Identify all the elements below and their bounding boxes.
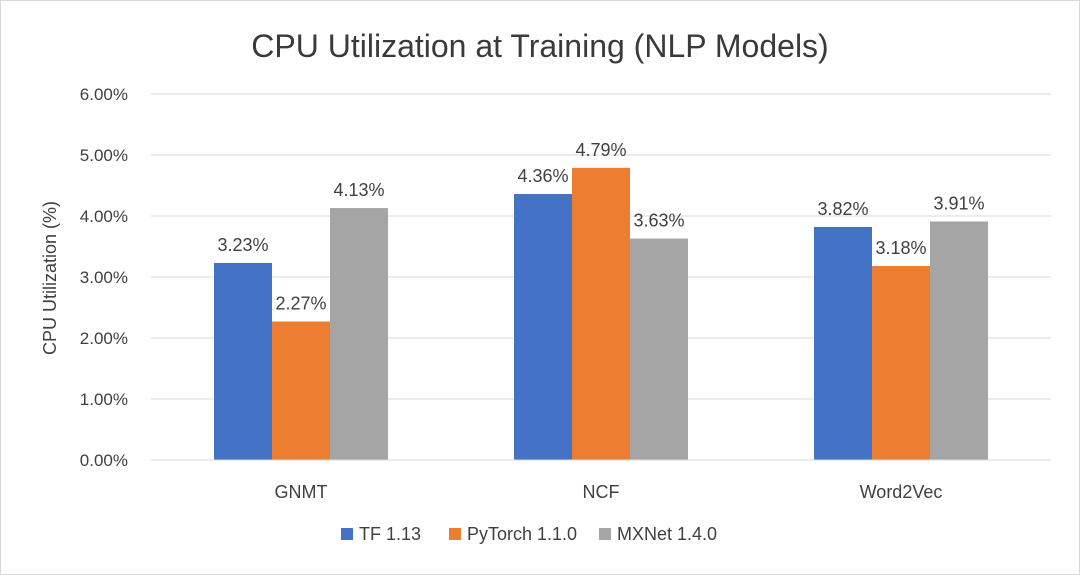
data-label: 4.79% <box>575 140 626 160</box>
x-category-label: GNMT <box>275 482 328 502</box>
data-label: 3.82% <box>817 199 868 219</box>
data-label: 3.18% <box>875 238 926 258</box>
bar-gnmt-0 <box>214 262 272 460</box>
data-label: 2.27% <box>275 294 326 314</box>
legend-label: TF 1.13 <box>359 524 421 544</box>
data-labels: 3.23% 2.27% 4.13% 4.36% 4.79% 3.63% 3.82% 3.18%… <box>217 140 984 314</box>
data-label: 3.23% <box>217 235 268 255</box>
y-tick-label: 0.00% <box>80 451 128 470</box>
y-axis-ticks: 0.00% 1.00% 2.00% 3.00% 4.00% 5.00% 6.00% <box>80 85 128 470</box>
x-category-label: NCF <box>583 482 620 502</box>
data-label: 4.36% <box>517 166 568 186</box>
bar-ncf-2 <box>630 238 688 460</box>
legend-swatch <box>599 528 611 540</box>
bar-word2vec-2 <box>930 221 988 460</box>
y-tick-label: 1.00% <box>80 390 128 409</box>
bars <box>214 167 988 461</box>
y-tick-label: 6.00% <box>80 85 128 104</box>
y-tick-label: 5.00% <box>80 146 128 165</box>
bar-word2vec-0 <box>814 226 872 460</box>
data-label: 4.13% <box>333 180 384 200</box>
bar-ncf-0 <box>514 194 572 461</box>
legend: TF 1.13 PyTorch 1.1.0 MXNet 1.4.0 <box>341 524 717 544</box>
bar-gnmt-1 <box>272 321 330 460</box>
bar-ncf-1 <box>572 167 630 460</box>
x-axis-categories: GNMT NCF Word2Vec <box>151 459 1051 502</box>
bar-gnmt-2 <box>330 208 388 460</box>
y-tick-label: 2.00% <box>80 329 128 348</box>
legend-swatch <box>341 528 353 540</box>
bar-word2vec-1 <box>872 266 930 460</box>
x-category-label: Word2Vec <box>860 482 943 502</box>
legend-swatch <box>449 528 461 540</box>
legend-label: MXNet 1.4.0 <box>617 524 717 544</box>
legend-label: PyTorch 1.1.0 <box>467 524 577 544</box>
y-tick-label: 4.00% <box>80 207 128 226</box>
data-label: 3.63% <box>633 211 684 231</box>
chart-title: CPU Utilization at Training (NLP Models) <box>251 28 828 64</box>
data-label: 3.91% <box>933 193 984 213</box>
y-tick-label: 3.00% <box>80 268 128 287</box>
y-axis-label: CPU Utilization (%) <box>40 201 60 355</box>
